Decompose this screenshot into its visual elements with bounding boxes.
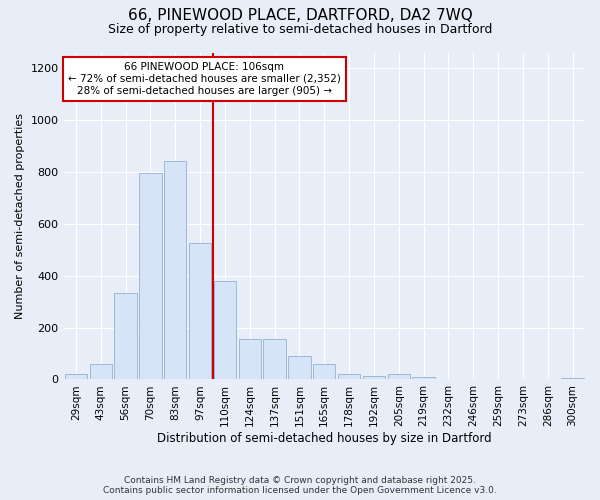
Bar <box>313 364 335 380</box>
Bar <box>412 377 435 380</box>
Bar <box>288 356 311 380</box>
Bar <box>139 173 161 380</box>
Bar <box>214 281 236 380</box>
Bar <box>363 376 385 380</box>
Text: 66, PINEWOOD PLACE, DARTFORD, DA2 7WQ: 66, PINEWOOD PLACE, DARTFORD, DA2 7WQ <box>128 8 472 22</box>
Bar <box>562 378 584 380</box>
Bar <box>164 162 187 380</box>
Text: 66 PINEWOOD PLACE: 106sqm
← 72% of semi-detached houses are smaller (2,352)
28% : 66 PINEWOOD PLACE: 106sqm ← 72% of semi-… <box>68 62 341 96</box>
Y-axis label: Number of semi-detached properties: Number of semi-detached properties <box>15 113 25 319</box>
Bar <box>189 243 211 380</box>
Bar <box>263 339 286 380</box>
Bar <box>239 339 261 380</box>
Bar <box>338 374 360 380</box>
Bar <box>89 364 112 380</box>
Text: Contains HM Land Registry data © Crown copyright and database right 2025.
Contai: Contains HM Land Registry data © Crown c… <box>103 476 497 495</box>
Bar <box>388 374 410 380</box>
X-axis label: Distribution of semi-detached houses by size in Dartford: Distribution of semi-detached houses by … <box>157 432 491 445</box>
Bar <box>115 292 137 380</box>
Bar <box>65 374 87 380</box>
Text: Size of property relative to semi-detached houses in Dartford: Size of property relative to semi-detach… <box>108 22 492 36</box>
